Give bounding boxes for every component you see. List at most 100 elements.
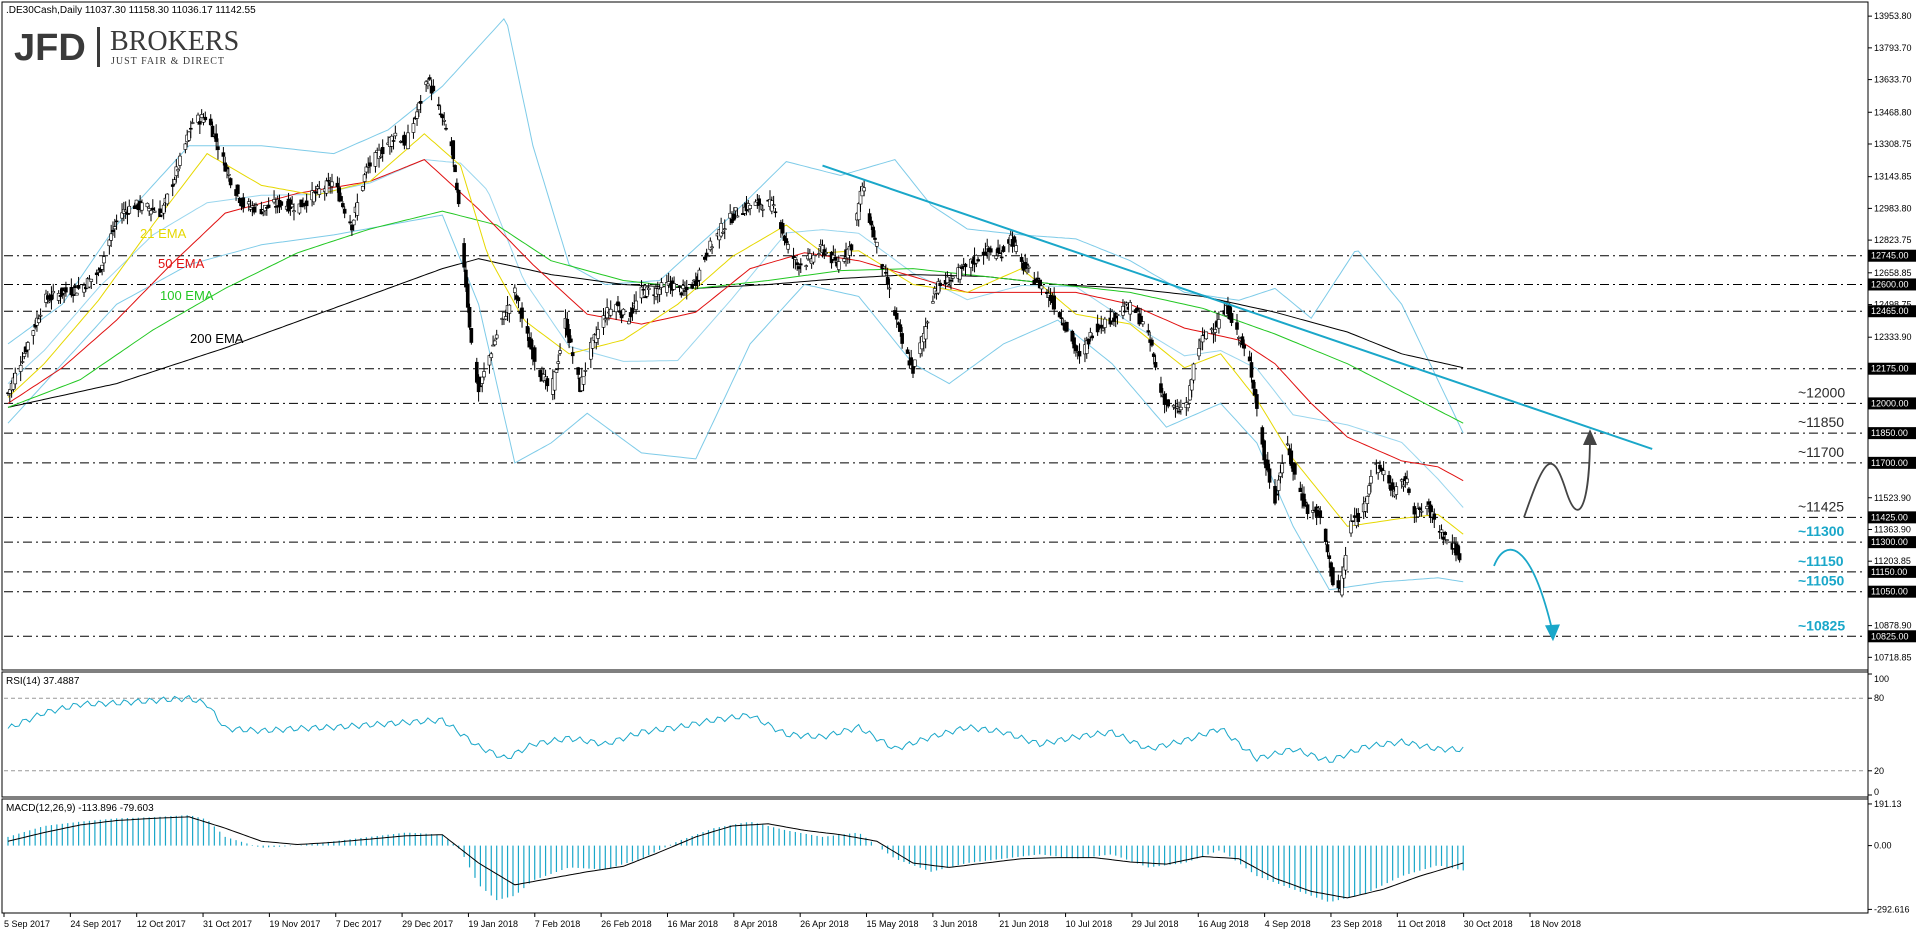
candle-bull [415,111,419,119]
level-labels: ~12000 ~11850 ~11700 ~11425 ~11300 ~11150 ~110… [1798,384,1845,633]
candle-bull [887,287,892,290]
candle-bear [1427,501,1431,505]
candle-bull [107,239,112,247]
candle-bear [453,165,457,173]
candle-bear [849,244,854,251]
candle-bear [474,361,479,383]
level-text: ~10825 [1798,617,1845,633]
candle-bear [228,178,233,186]
level-axis-box [1868,456,1916,469]
candle-bear [1293,463,1297,475]
price-axis: 13953.80 13793.70 13633.70 13468.80 13308.75… [1868,11,1916,662]
time-tick-label: 19 Jan 2018 [468,919,518,929]
candle-bear [1150,339,1154,346]
level-axis-label: 12175.00 [1871,364,1909,374]
candle-bull [1191,363,1196,381]
candle-bear [304,200,309,207]
candle-bear [444,127,448,130]
candle-bear [71,294,75,296]
candle-bull [494,334,499,339]
price-tick-label: 13953.80 [1874,11,1912,21]
candle-bull [639,286,644,299]
candle-bull [172,179,177,185]
candlesticks [6,74,1462,598]
downtrend-line [822,164,1653,450]
time-tick-label: 7 Feb 2018 [535,919,581,929]
candle-bear [1305,504,1310,514]
candle-bear [1443,532,1447,536]
level-text: ~11300 [1798,523,1845,539]
candle-bull [659,282,664,288]
candle-bull [1381,470,1386,476]
candle-bear [1151,353,1156,357]
candle-bull [89,278,94,282]
candle-bull [1175,406,1180,409]
rsi-tick-label: 0 [1874,787,1879,797]
candle-bull [393,132,398,137]
candle-bull [614,304,618,313]
candle-bull [1445,539,1449,541]
time-tick-label: 29 Dec 2017 [402,919,453,929]
candle-bear [1323,528,1328,543]
candle-bull [556,361,561,364]
candle-bear [798,263,803,266]
candle-bear [960,266,964,269]
price-tick-label: 13143.85 [1874,172,1912,182]
candle-bull [608,308,613,316]
candle-bear [1025,263,1029,266]
price-tick-label: 11523.90 [1874,493,1911,503]
macd-label: MACD(12,26,9) -113.896 -79.603 [6,803,154,814]
candle-bear [996,247,1000,254]
candle-bull [728,212,732,219]
candle-bull [1189,379,1194,391]
bullish-scenario-arrow [1523,435,1591,518]
candle-bull [1103,318,1107,328]
candle-bear [1255,394,1259,409]
candle-bear [339,196,343,202]
candle-bull [442,119,447,122]
candle-bear [690,284,694,289]
candle-bull [47,300,52,303]
candle-bear [1077,350,1082,357]
rsi-line [7,694,1464,763]
candle-bear [1122,310,1127,313]
candle-bear [780,222,785,234]
candle-bull [733,207,738,212]
level-axis-label: 12000.00 [1871,398,1909,408]
candle-bear [274,206,278,208]
candle-bear [214,133,218,142]
candle-bull [824,252,828,254]
candle-bull [1209,328,1214,331]
time-tick-label: 11 Oct 2018 [1397,919,1445,929]
candle-bear [94,272,99,276]
candle-bear [569,338,573,343]
candle-bull [312,191,316,203]
candle-bear [451,140,456,160]
candle-bear [252,206,256,213]
candle-bull [722,228,727,230]
candle-bear [1135,307,1140,311]
candle-bear [440,114,445,119]
level-axis-box [1868,427,1916,440]
candle-bull [379,155,383,158]
candle-bull [882,266,886,269]
candle-bear [1262,440,1266,461]
candle-bull [51,290,56,294]
level-axis-box [1868,249,1916,262]
candle-bull [657,288,662,295]
candle-bear [455,182,459,191]
level-axis-box [1868,305,1916,318]
logo-name: BROKERS [110,26,239,57]
time-tick-label: 10 Jul 2018 [1066,919,1113,929]
price-tick-label: 13468.80 [1874,107,1912,117]
candle-bear [1378,464,1382,470]
candle-bear [949,279,953,282]
candle-bear [1235,322,1239,330]
candle-bear [1289,450,1294,466]
candle-bear [1456,544,1460,554]
candle-bull [102,256,106,264]
candle-bull [165,193,170,205]
candle-bull [947,285,952,287]
candle-bear [1153,362,1158,368]
price-tick-label: 13793.70 [1874,43,1912,53]
